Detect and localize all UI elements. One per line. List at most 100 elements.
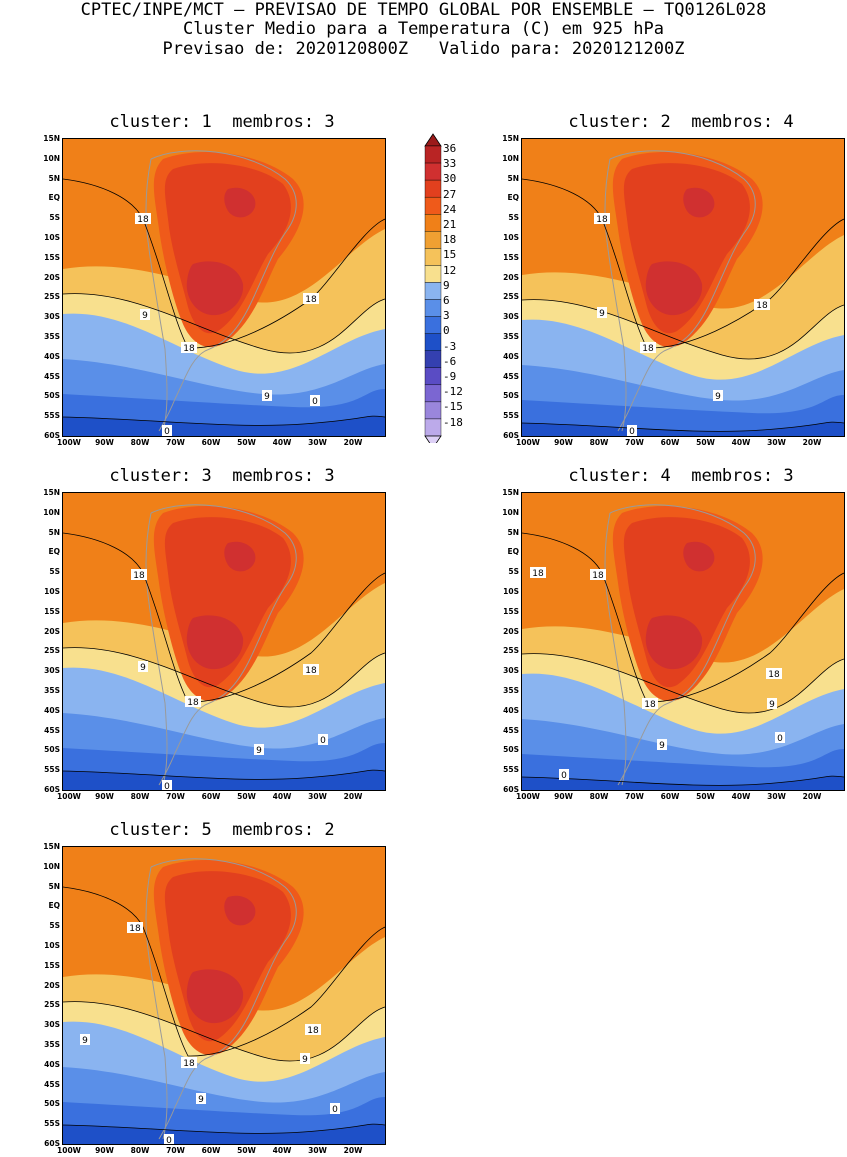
lat-tick-label: 30S bbox=[503, 666, 519, 676]
colorbar-label: -18 bbox=[443, 415, 463, 429]
lat-tick-label: 10S bbox=[503, 587, 519, 596]
contour-9 bbox=[63, 1001, 385, 1062]
svg-text:9: 9 bbox=[82, 1036, 88, 1046]
svg-text:0: 0 bbox=[320, 736, 326, 746]
svg-text:18: 18 bbox=[768, 670, 780, 680]
contour-label: 18 bbox=[642, 698, 658, 710]
lon-tick-label: 40W bbox=[272, 438, 292, 447]
svg-text:18: 18 bbox=[187, 698, 199, 708]
lat-tick-label: 15S bbox=[44, 252, 60, 262]
lat-tick-label: 45S bbox=[44, 371, 60, 381]
svg-text:18: 18 bbox=[756, 301, 768, 311]
lat-tick-label: 10S bbox=[44, 587, 60, 596]
lat-tick-label: 20S bbox=[44, 626, 60, 636]
lon-tick-label: 30W bbox=[308, 792, 327, 801]
contour-0 bbox=[63, 1123, 385, 1134]
svg-text:9: 9 bbox=[140, 663, 146, 673]
svg-text:18: 18 bbox=[183, 344, 195, 354]
lat-tick-label: 15N bbox=[43, 134, 60, 143]
svg-text:18: 18 bbox=[596, 215, 608, 225]
colorbar-swatch bbox=[424, 179, 442, 198]
lat-tick-label: 30S bbox=[44, 1020, 60, 1030]
colorbar-swatch bbox=[424, 162, 442, 181]
svg-text:18: 18 bbox=[137, 215, 149, 225]
colorbar-label: 21 bbox=[443, 218, 457, 231]
lat-tick-label: 55S bbox=[44, 411, 60, 421]
svg-text:0: 0 bbox=[166, 1136, 172, 1144]
colorbar-top-arrow bbox=[424, 133, 442, 147]
lon-tick-label: 80W bbox=[130, 438, 150, 447]
colorbar-bottom-arrow bbox=[424, 435, 442, 443]
lat-tick-label: 40S bbox=[44, 351, 60, 361]
lon-tick-label: 70W bbox=[625, 438, 644, 447]
contour-label: 0 bbox=[162, 780, 172, 790]
contour-0 bbox=[63, 415, 385, 426]
svg-text:9: 9 bbox=[599, 309, 605, 319]
lat-tick-label: 35S bbox=[503, 332, 519, 341]
contour-9 bbox=[522, 299, 844, 360]
lon-tick-label: 60W bbox=[660, 792, 680, 801]
lon-tick-label: 50W bbox=[696, 438, 715, 447]
temp-band-3 bbox=[522, 395, 844, 436]
temperature-map-2: 18 18 18 9 9 0 bbox=[521, 138, 845, 437]
lat-tick-label: 15S bbox=[503, 252, 519, 262]
lon-tick-label: 90W bbox=[554, 438, 573, 447]
lat-tick-label: 5N bbox=[48, 173, 61, 183]
svg-text:0: 0 bbox=[332, 1105, 338, 1115]
lon-tick-label: 20W bbox=[343, 1146, 363, 1155]
colorbar-swatch bbox=[424, 384, 442, 403]
lon-tick-label: 100W bbox=[516, 438, 540, 447]
contour-label: 0 bbox=[162, 425, 172, 436]
lon-tick-label: 60W bbox=[201, 438, 221, 447]
svg-text:0: 0 bbox=[164, 427, 170, 436]
colorbar-label: 0 bbox=[443, 324, 450, 338]
lat-tick-label: 40S bbox=[503, 705, 519, 715]
lat-tick-label: 10S bbox=[503, 233, 519, 242]
svg-text:18: 18 bbox=[183, 1059, 195, 1069]
lat-tick-label: 10N bbox=[43, 861, 60, 871]
coastline bbox=[604, 504, 756, 786]
colorbar-swatch bbox=[424, 418, 442, 437]
lat-tick-label: 40S bbox=[503, 351, 519, 361]
colorbar-label: 24 bbox=[443, 202, 457, 216]
lat-tick-label: 5N bbox=[507, 173, 520, 183]
lat-tick-label: 60S bbox=[44, 431, 60, 440]
colorbar-label: 3 bbox=[443, 309, 450, 323]
contour-label: 9 bbox=[713, 390, 723, 402]
lat-tick-label: EQ bbox=[507, 547, 520, 557]
lat-tick-label: 55S bbox=[44, 1119, 60, 1129]
lat-tick-label: 20S bbox=[44, 272, 60, 282]
lat-tick-label: 30S bbox=[44, 666, 60, 676]
lat-tick-label: 50S bbox=[503, 745, 519, 755]
contour-label: 9 bbox=[300, 1053, 310, 1065]
lat-tick-label: 5S bbox=[49, 921, 60, 931]
temp-band-30-north bbox=[224, 187, 256, 218]
panel-title-1: cluster: 1 membros: 3 bbox=[109, 112, 335, 132]
colorbar-label: 33 bbox=[443, 157, 457, 171]
lon-tick-label: 90W bbox=[95, 792, 114, 801]
temp-band-3 bbox=[522, 749, 844, 790]
contour-label: 18 bbox=[594, 213, 610, 225]
svg-text:18: 18 bbox=[129, 924, 141, 934]
lat-tick-label: 45S bbox=[503, 725, 519, 735]
contour-label: 18 bbox=[131, 569, 147, 581]
lon-tick-label: 100W bbox=[57, 438, 81, 447]
svg-text:18: 18 bbox=[644, 700, 656, 710]
lat-tick-label: EQ bbox=[507, 193, 520, 203]
contour-label: 9 bbox=[140, 309, 150, 321]
temp-band-0 bbox=[63, 1124, 385, 1144]
lat-tick-label: 55S bbox=[503, 765, 519, 775]
contour-label: 18 bbox=[127, 922, 143, 934]
contour-9 bbox=[63, 293, 385, 354]
contour-label: 18 bbox=[135, 213, 151, 225]
lat-tick-label: 25S bbox=[503, 646, 519, 656]
contour-label: 0 bbox=[775, 732, 785, 744]
contour-label: 9 bbox=[80, 1034, 90, 1046]
lat-tick-label: 35S bbox=[44, 686, 60, 695]
lon-tick-label: 100W bbox=[516, 792, 540, 801]
temp-band-30 bbox=[645, 261, 703, 316]
lat-tick-label: 5S bbox=[508, 567, 519, 577]
svg-text:9: 9 bbox=[769, 700, 775, 710]
temperature-map-1: 18 18 18 9 9 0 0 bbox=[62, 138, 386, 437]
lat-tick-label: 30S bbox=[44, 312, 60, 322]
